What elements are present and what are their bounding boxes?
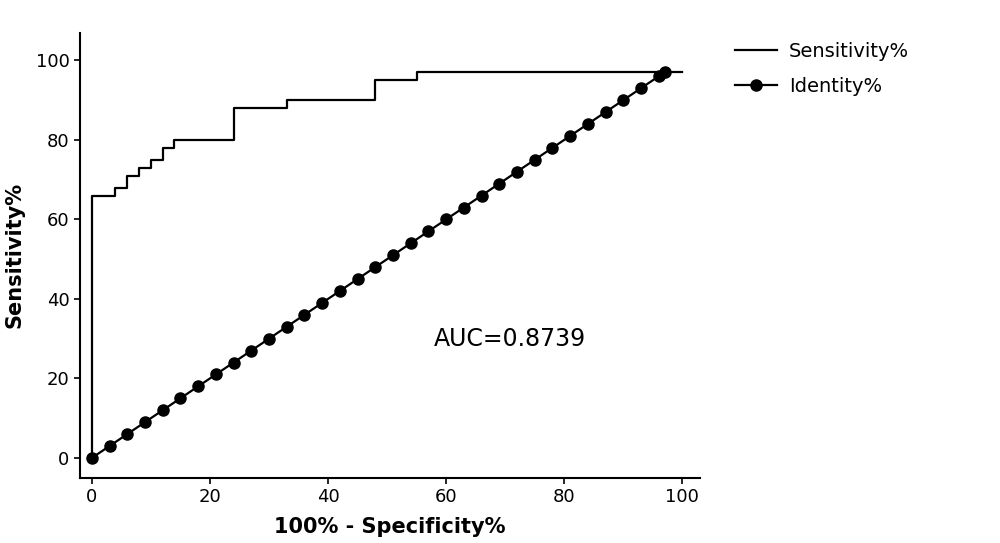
Legend: Sensitivity%, Identity%: Sensitivity%, Identity%	[735, 42, 909, 96]
Y-axis label: Sensitivity%: Sensitivity%	[5, 182, 25, 329]
X-axis label: 100% - Specificity%: 100% - Specificity%	[274, 517, 506, 538]
Text: AUC=0.8739: AUC=0.8739	[434, 327, 586, 351]
